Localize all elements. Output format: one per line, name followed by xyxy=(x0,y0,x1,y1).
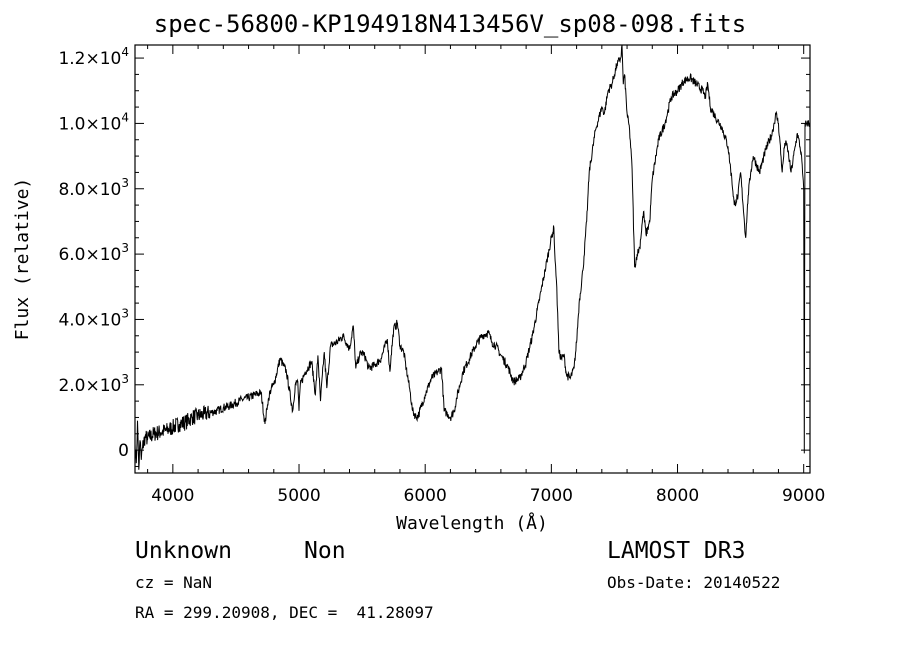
y-tick-label: 2.0×103 xyxy=(58,372,129,396)
x-tick-label: 7000 xyxy=(530,486,573,506)
x-tick-label: 9000 xyxy=(782,486,825,506)
x-axis: 4000 5000 6000 7000 8000 9000 xyxy=(147,45,825,506)
y-tick-label: 6.0×103 xyxy=(58,241,129,265)
y-tick-label: 1.0×104 xyxy=(58,110,129,134)
redshift-label: cz = NaN xyxy=(135,573,213,592)
chart-title: spec-56800-KP194918N413456V_sp08-098.fit… xyxy=(153,10,747,38)
y-axis-label: Flux (relative) xyxy=(12,178,33,341)
y-tick-label: 8.0×103 xyxy=(58,176,129,200)
x-tick-label: 5000 xyxy=(277,486,320,506)
coordinates-label: RA = 299.20908, DEC = 41.28097 xyxy=(135,603,434,622)
x-tick-label: 4000 xyxy=(151,486,194,506)
obs-date-label: Obs-Date: 20140522 xyxy=(607,573,781,592)
plot-frame xyxy=(134,44,811,474)
x-tick-label: 8000 xyxy=(656,486,699,506)
x-tick-label: 6000 xyxy=(404,486,447,506)
flux-series-line xyxy=(135,45,810,470)
subclass-label: Non xyxy=(304,538,346,564)
x-axis-label: Wavelength (Å) xyxy=(396,512,548,534)
y-tick-label: 1.2×104 xyxy=(58,45,129,69)
spectrum-layer xyxy=(135,45,810,470)
survey-label: LAMOST DR3 xyxy=(607,538,746,564)
y-tick-label: 4.0×103 xyxy=(58,306,129,330)
y-tick-label: 0 xyxy=(118,441,129,461)
y-axis: 0 2.0×103 4.0×103 6.0×103 8.0×103 1.0×104 1.2×… xyxy=(58,45,810,467)
class-label: Unknown xyxy=(135,538,232,564)
